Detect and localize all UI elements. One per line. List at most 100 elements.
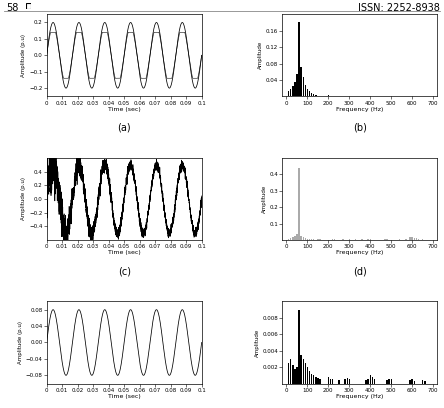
- Text: (c): (c): [118, 266, 131, 276]
- X-axis label: Frequency (Hz): Frequency (Hz): [336, 394, 384, 399]
- Bar: [409, 237, 411, 240]
- Bar: [330, 95, 331, 96]
- Bar: [302, 359, 304, 384]
- Bar: [416, 238, 417, 240]
- Bar: [424, 381, 425, 384]
- Bar: [413, 381, 415, 384]
- Y-axis label: Amplitude: Amplitude: [258, 41, 263, 69]
- Y-axis label: Amplitude (p.u): Amplitude (p.u): [18, 321, 23, 364]
- Bar: [290, 89, 291, 96]
- Bar: [330, 379, 331, 384]
- Bar: [386, 239, 388, 240]
- Bar: [290, 359, 291, 384]
- X-axis label: Time (sec): Time (sec): [108, 107, 140, 112]
- Bar: [361, 239, 363, 240]
- Bar: [317, 378, 319, 384]
- Bar: [405, 239, 407, 240]
- Bar: [298, 168, 300, 240]
- Bar: [355, 239, 357, 240]
- Bar: [296, 234, 297, 240]
- Bar: [384, 239, 386, 240]
- Text: (d): (d): [353, 266, 367, 276]
- Bar: [334, 239, 335, 240]
- Bar: [342, 239, 344, 240]
- Bar: [365, 380, 367, 384]
- Bar: [317, 239, 319, 240]
- Text: ISSN: 2252-8938: ISSN: 2252-8938: [358, 3, 440, 13]
- Bar: [369, 239, 371, 240]
- Bar: [388, 379, 390, 384]
- Text: (b): (b): [353, 122, 367, 133]
- Y-axis label: Amplitude: Amplitude: [262, 185, 266, 213]
- Bar: [328, 95, 329, 96]
- Bar: [309, 239, 310, 240]
- Bar: [319, 239, 321, 240]
- Bar: [302, 77, 304, 96]
- Bar: [305, 238, 306, 240]
- Bar: [311, 239, 313, 240]
- Bar: [345, 379, 346, 384]
- Bar: [332, 239, 333, 240]
- Bar: [313, 94, 314, 96]
- Bar: [346, 378, 348, 384]
- Bar: [409, 380, 411, 384]
- Y-axis label: Amplitude (p.u): Amplitude (p.u): [21, 34, 26, 77]
- Bar: [294, 82, 296, 96]
- Bar: [386, 380, 388, 384]
- Bar: [368, 379, 369, 384]
- Bar: [296, 367, 297, 384]
- Bar: [298, 22, 300, 96]
- Bar: [309, 91, 310, 96]
- Bar: [349, 239, 350, 240]
- Bar: [305, 85, 306, 96]
- X-axis label: Frequency (Hz): Frequency (Hz): [336, 251, 384, 255]
- Bar: [311, 93, 313, 96]
- Bar: [315, 95, 317, 96]
- Bar: [292, 86, 293, 96]
- Bar: [288, 239, 289, 240]
- Bar: [374, 379, 375, 384]
- X-axis label: Time (sec): Time (sec): [108, 251, 140, 255]
- Bar: [296, 74, 297, 96]
- X-axis label: Frequency (Hz): Frequency (Hz): [336, 107, 384, 112]
- Bar: [338, 380, 340, 384]
- Bar: [328, 377, 329, 384]
- Bar: [307, 367, 308, 384]
- Bar: [418, 239, 419, 240]
- Y-axis label: Amplitude (p.u): Amplitude (p.u): [21, 177, 26, 220]
- Bar: [391, 379, 392, 384]
- Bar: [412, 379, 413, 384]
- Bar: [307, 239, 308, 240]
- Bar: [292, 237, 293, 240]
- Bar: [288, 363, 289, 384]
- Bar: [332, 379, 333, 384]
- Bar: [428, 239, 430, 240]
- Bar: [349, 379, 350, 384]
- Bar: [413, 238, 415, 240]
- Bar: [288, 91, 289, 96]
- Bar: [313, 375, 314, 384]
- Bar: [422, 239, 424, 240]
- Bar: [311, 374, 313, 384]
- Bar: [309, 371, 310, 384]
- Y-axis label: Amplitude: Amplitude: [254, 328, 260, 357]
- Bar: [307, 89, 308, 96]
- Bar: [301, 355, 302, 384]
- Bar: [391, 95, 392, 96]
- Bar: [298, 310, 300, 384]
- Bar: [369, 375, 371, 384]
- Bar: [294, 236, 296, 240]
- Bar: [319, 379, 321, 384]
- X-axis label: Time (sec): Time (sec): [108, 394, 140, 399]
- Bar: [301, 67, 302, 96]
- Bar: [305, 363, 306, 384]
- Bar: [368, 239, 369, 240]
- Bar: [301, 236, 302, 240]
- Bar: [294, 369, 296, 384]
- Bar: [302, 237, 304, 240]
- Bar: [292, 366, 293, 384]
- Bar: [412, 237, 413, 240]
- Bar: [399, 239, 400, 240]
- Bar: [315, 377, 317, 384]
- Bar: [422, 380, 424, 384]
